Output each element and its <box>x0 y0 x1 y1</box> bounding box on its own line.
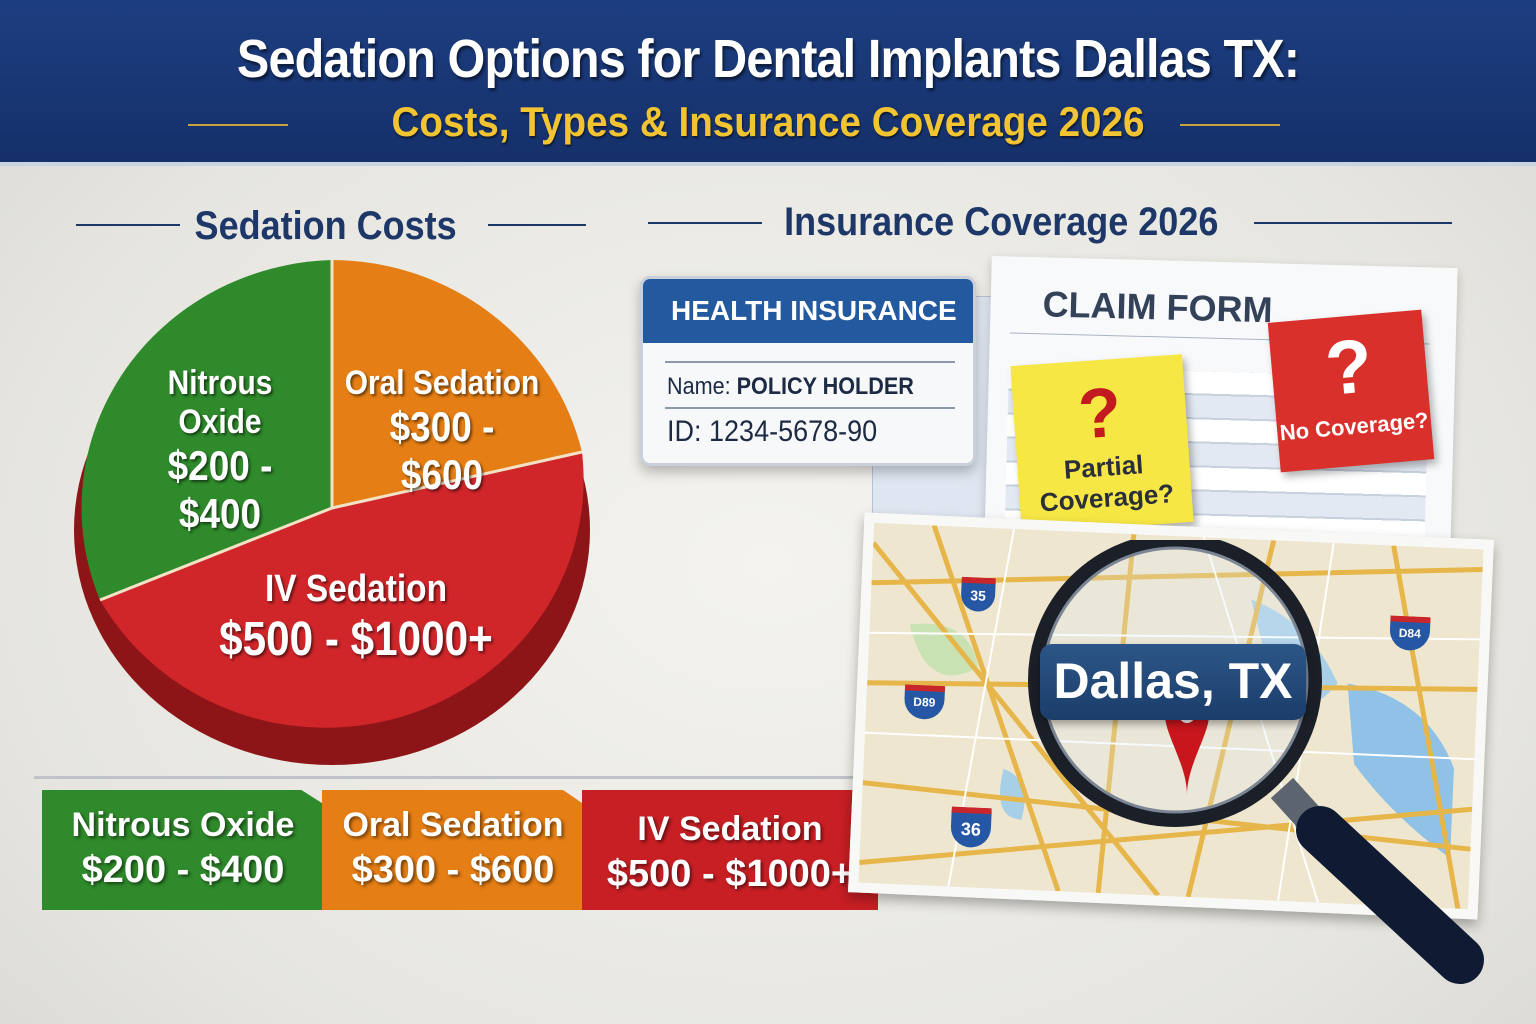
bar-range: $300 - $600 <box>351 848 555 891</box>
cost-bar-nitrous: Nitrous Oxide $200 - $400 <box>42 790 324 910</box>
bar-name: Oral Sedation <box>342 806 564 844</box>
label-name: IV Sedation <box>264 568 448 610</box>
divider <box>1180 124 1280 126</box>
divider <box>76 224 180 226</box>
pie-label-iv: IV Sedation $500 - $1000+ <box>215 568 497 667</box>
page-subtitle: Costs, Types & Insurance Coverage 2026 <box>391 98 1145 145</box>
pie-slice-iv <box>100 452 584 728</box>
id-value: 1234-5678-90 <box>709 415 878 448</box>
label-range: $300 - $600 <box>389 403 495 499</box>
insurance-heading: Insurance Coverage 2026 <box>784 200 1219 244</box>
note-text: No Coverage? <box>1278 407 1430 446</box>
sedation-cost-pie <box>74 260 590 765</box>
bar-name: IV Sedation <box>637 810 823 848</box>
name-value: POLICY HOLDER <box>736 373 914 400</box>
divider <box>188 124 288 126</box>
magnifying-glass-icon <box>1028 540 1484 984</box>
pie-slice-nitrous <box>81 260 332 600</box>
card-line <box>665 361 955 363</box>
divider <box>1254 222 1452 224</box>
pie-slice-oral <box>332 260 582 508</box>
insurance-card: HEALTH INSURANCE Name: POLICY HOLDER ID:… <box>640 276 976 466</box>
note-partial-coverage: ? Partial Coverage? <box>1010 354 1194 534</box>
note-text: Partial Coverage? <box>1038 449 1176 518</box>
label-range: $500 - $1000+ <box>219 612 493 666</box>
bar-range: $200 - $400 <box>81 848 285 891</box>
name-label: Name: <box>667 373 731 400</box>
bar-name: Nitrous Oxide <box>71 806 295 844</box>
divider <box>34 776 880 779</box>
question-mark-icon: ? <box>1322 323 1376 412</box>
label-name: Oral Sedation <box>344 364 540 402</box>
label-range: $200 - $400 <box>167 442 273 538</box>
sedation-costs-heading: Sedation Costs <box>194 204 457 248</box>
location-label: Dallas, TX <box>1040 644 1306 720</box>
pie-label-nitrous: Nitrous Oxide $200 - $400 <box>123 364 317 539</box>
card-title: HEALTH INSURANCE <box>643 279 973 343</box>
header-banner <box>0 0 1536 166</box>
cost-bar-oral: Oral Sedation $300 - $600 <box>322 790 584 910</box>
bar-range: $500 - $1000+ <box>606 852 854 895</box>
page-title: Sedation Options for Dental Implants Dal… <box>236 29 1300 89</box>
cost-bar-iv: IV Sedation $500 - $1000+ <box>582 790 878 910</box>
divider <box>488 224 586 226</box>
id-label: ID: <box>667 415 702 448</box>
question-mark-icon: ? <box>1075 372 1124 454</box>
label-name: Nitrous Oxide <box>167 364 273 442</box>
card-line <box>665 407 955 409</box>
note-no-coverage: ? No Coverage? <box>1267 309 1435 473</box>
divider <box>648 222 762 224</box>
pie-label-oral: Oral Sedation $300 - $600 <box>343 364 540 500</box>
claim-form-title: CLAIM FORM <box>1042 283 1274 331</box>
